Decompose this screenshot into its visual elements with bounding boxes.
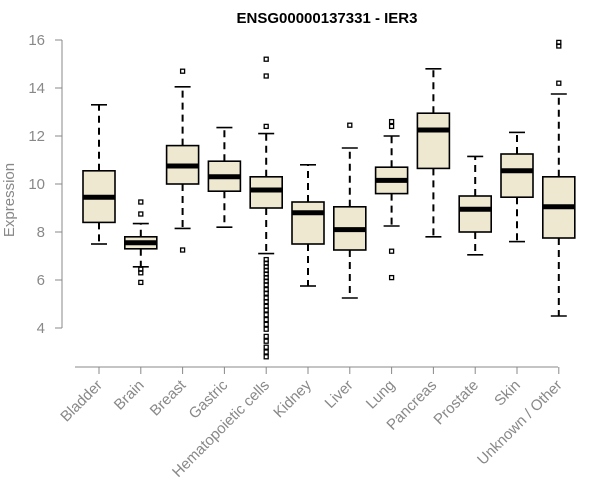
outlier-point bbox=[556, 39, 562, 46]
outlier-point bbox=[388, 118, 395, 125]
x-tick-label: Liver bbox=[322, 377, 357, 412]
outlier-point bbox=[263, 333, 269, 340]
y-tick-label: 10 bbox=[28, 176, 45, 193]
box-pancreas bbox=[416, 68, 451, 238]
box-skin bbox=[500, 131, 534, 243]
box-bladder bbox=[82, 104, 116, 245]
x-tick-label: Brain bbox=[111, 377, 148, 414]
outlier-point bbox=[179, 247, 186, 253]
x-tick-label: Prostate bbox=[430, 377, 482, 429]
outlier-point bbox=[263, 303, 269, 310]
outlier-point bbox=[263, 123, 269, 130]
outlier-point bbox=[138, 279, 144, 286]
box-breast bbox=[165, 68, 200, 253]
y-axis-title: Expression bbox=[1, 163, 18, 237]
outlier-point bbox=[347, 122, 353, 128]
outlier-point bbox=[388, 274, 395, 281]
iqr-box bbox=[416, 112, 451, 170]
y-tick-label: 6 bbox=[37, 272, 45, 289]
x-tick-label: Kidney bbox=[270, 376, 315, 421]
outlier-point bbox=[138, 266, 144, 272]
box-kidney bbox=[291, 164, 325, 287]
box-hematopoietic-cells bbox=[249, 56, 283, 360]
iqr-box bbox=[291, 201, 325, 245]
outlier-point bbox=[263, 56, 269, 62]
iqr-box bbox=[500, 153, 534, 199]
box-gastric bbox=[207, 126, 242, 228]
outlier-point bbox=[263, 338, 269, 344]
outlier-point bbox=[179, 68, 186, 74]
y-tick-label: 12 bbox=[28, 128, 45, 145]
y-axis-ticks: 4 6 8 10 12 14 16 bbox=[28, 32, 62, 337]
outlier-point bbox=[556, 80, 562, 86]
outlier-point bbox=[263, 354, 269, 360]
x-tick-label: Lung bbox=[363, 377, 399, 413]
y-tick-label: 16 bbox=[28, 32, 45, 49]
outlier-point bbox=[263, 295, 269, 301]
outlier-point bbox=[263, 349, 269, 355]
outlier-point bbox=[263, 312, 269, 318]
y-tick-label: 8 bbox=[37, 224, 45, 241]
outlier-point bbox=[263, 316, 269, 323]
box-brain bbox=[124, 199, 158, 286]
x-tick-label: Bladder bbox=[57, 377, 106, 426]
box-lung bbox=[374, 118, 409, 281]
box-series bbox=[82, 39, 576, 360]
y-tick-label: 14 bbox=[28, 80, 45, 97]
iqr-box bbox=[458, 195, 493, 233]
x-tick-label: Breast bbox=[147, 376, 190, 419]
outlier-point bbox=[388, 123, 395, 130]
box-unknown-other bbox=[541, 39, 576, 317]
outlier-point bbox=[138, 211, 144, 217]
chart-title: ENSG00000137331 - IER3 bbox=[237, 10, 418, 27]
outlier-point bbox=[263, 326, 269, 332]
box-prostate bbox=[458, 155, 493, 256]
outlier-point bbox=[263, 256, 269, 263]
box-liver bbox=[332, 122, 367, 299]
outlier-point bbox=[263, 344, 269, 350]
outlier-point bbox=[263, 321, 269, 328]
outlier-point bbox=[263, 286, 269, 293]
y-tick-label: 4 bbox=[37, 320, 45, 337]
outlier-point bbox=[263, 73, 269, 79]
x-tick-label: Skin bbox=[491, 377, 524, 410]
outlier-point bbox=[138, 199, 144, 205]
outlier-point bbox=[388, 248, 395, 254]
